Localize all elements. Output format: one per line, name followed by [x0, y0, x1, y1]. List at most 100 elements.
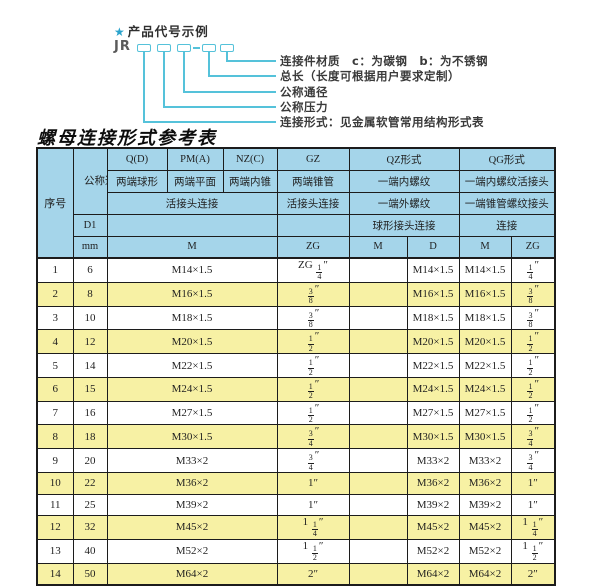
- table-cell: M64×2: [406, 562, 460, 586]
- table-cell: M52×2: [106, 538, 278, 564]
- header-unit-m: M: [106, 235, 278, 259]
- page: ★ 产品代号示例 JR 连接件材质 c：为碳钢 b：为不锈钢 总长（长度可根据用户…: [36, 21, 556, 586]
- table-cell: M64×2: [458, 562, 512, 586]
- table-cell: [348, 257, 408, 283]
- table-cell: M64×2: [106, 562, 278, 586]
- connector-line: [183, 91, 276, 93]
- header-col-gz: GZ: [276, 147, 350, 171]
- table-cell: ZG 1 4 ″: [276, 257, 350, 283]
- table-row: 8 18 M30×1.5 3 4 ″ M30×1.5 M30×1.5 3 4 ″: [36, 424, 556, 450]
- table-cell: M27×1.5: [106, 400, 278, 426]
- table-cell: M36×2: [458, 472, 512, 495]
- table-row: 1 6 M14×1.5 ZG 1 4 ″ M14×1.5 M14×1.5 1 4 ″: [36, 257, 556, 283]
- product-code-prefix: JR: [114, 39, 131, 54]
- connector-line: [183, 52, 185, 92]
- header-col-pm: PM(A): [166, 147, 224, 171]
- table-cell: 1″: [510, 493, 556, 517]
- table-row: 10 22 M36×2 1″ M36×2 M36×2 1″: [36, 472, 556, 495]
- table-cell: 9: [36, 448, 74, 474]
- table-cell: 1 4 ″: [510, 257, 556, 283]
- table-body: 1 6 M14×1.5 ZG 1 4 ″ M14×1.5 M14×1.5 1 4 ″ 2 8 M16×1.…: [36, 257, 556, 586]
- table-cell: 14: [72, 353, 108, 378]
- header-seq: 序号: [36, 147, 74, 259]
- table-cell: 3 4 ″: [276, 448, 350, 474]
- star-icon: ★: [114, 25, 126, 39]
- diagram-label-nominal-pressure: 公称压力: [280, 100, 328, 114]
- table-cell: 6: [36, 376, 74, 402]
- table-cell: M24×1.5: [406, 376, 460, 402]
- header-union-gz: 活接头连接: [276, 191, 350, 215]
- table-cell: [348, 538, 408, 564]
- diagram-title-text: 产品代号示例: [127, 24, 209, 39]
- table-cell: M24×1.5: [106, 376, 278, 402]
- table-row: 5 14 M22×1.5 1 2 ″ M22×1.5 M22×1.5 1 2 ″: [36, 353, 556, 378]
- code-box-3: [177, 44, 191, 52]
- header-d1: D1: [72, 213, 108, 237]
- table-cell: [348, 305, 408, 331]
- table-cell: M18×1.5: [458, 305, 512, 331]
- table-cell: 3: [36, 305, 74, 331]
- table-cell: 22: [72, 472, 108, 495]
- table-cell: M22×1.5: [406, 353, 460, 378]
- table-cell: M52×2: [458, 538, 512, 564]
- table-cell: 3 8 ″: [510, 305, 556, 331]
- table-cell: 12: [36, 515, 74, 540]
- table-cell: 1 1 4 ″: [510, 515, 556, 540]
- table-cell: 1 1 2 ″: [510, 538, 556, 564]
- header-qz-desc1: 一端内螺纹: [348, 169, 460, 193]
- table-cell: 40: [72, 538, 108, 564]
- table-cell: 20: [72, 448, 108, 474]
- table-cell: M16×1.5: [406, 281, 460, 307]
- connector-line: [143, 52, 145, 122]
- table-cell: M16×1.5: [106, 281, 278, 307]
- code-dash: [193, 47, 200, 49]
- table-cell: 11: [36, 493, 74, 517]
- table-cell: M33×2: [106, 448, 278, 474]
- table-cell: M45×2: [406, 515, 460, 540]
- table-cell: 3 8 ″: [510, 281, 556, 307]
- table-cell: 13: [36, 538, 74, 564]
- table-cell: 1: [36, 257, 74, 283]
- diagram-title: ★ 产品代号示例: [114, 21, 209, 40]
- table-cell: 7: [36, 400, 74, 426]
- table-row: 9 20 M33×2 3 4 ″ M33×2 M33×2 3 4 ″: [36, 448, 556, 474]
- table-cell: 10: [36, 472, 74, 495]
- diagram-label-connection-form: 连接形式：见金属软管常用结构形式表: [280, 115, 484, 129]
- connector-line: [143, 121, 276, 123]
- table-cell: [348, 515, 408, 540]
- table-cell: M27×1.5: [458, 400, 512, 426]
- table-cell: M20×1.5: [458, 329, 512, 355]
- header-blank-left: [106, 213, 278, 237]
- table-cell: 1 2 ″: [276, 400, 350, 426]
- table-cell: 1 2 ″: [510, 329, 556, 355]
- connector-line: [226, 60, 276, 62]
- table-cell: M14×1.5: [458, 257, 512, 283]
- code-box-2: [157, 44, 171, 52]
- table-cell: 3 4 ″: [510, 448, 556, 474]
- table-cell: 16: [72, 400, 108, 426]
- header-q-desc: 两端球形: [106, 169, 168, 193]
- table-cell: 12: [72, 329, 108, 355]
- table-cell: 1″: [276, 493, 350, 517]
- table-cell: M30×1.5: [458, 424, 512, 450]
- header-qg-desc1: 一端内螺纹活接头: [458, 169, 556, 193]
- header-qz-desc2: 一端外螺纹: [348, 191, 460, 215]
- header-gz-desc: 两端锥管: [276, 169, 350, 193]
- code-box-4: [202, 44, 216, 52]
- header-union-left: 活接头连接: [106, 191, 278, 215]
- table-cell: 50: [72, 562, 108, 586]
- header-blank-gz: [276, 213, 350, 237]
- header-col-nz: NZ(C): [222, 147, 278, 171]
- table-cell: 1″: [510, 472, 556, 495]
- table-cell: [348, 329, 408, 355]
- table-row: 3 10 M18×1.5 3 8 ″ M18×1.5 M18×1.5 3 8 ″: [36, 305, 556, 331]
- table-cell: 2″: [276, 562, 350, 586]
- header-nominal-diameter: 公称通径: [72, 147, 108, 215]
- table-cell: M20×1.5: [106, 329, 278, 355]
- table-cell: 1 1 4 ″: [276, 515, 350, 540]
- diagram-label-total-length: 总长（长度可根据用户要求定制）: [280, 69, 460, 83]
- table-cell: M39×2: [106, 493, 278, 517]
- table-cell: 2″: [510, 562, 556, 586]
- connector-line: [163, 106, 276, 108]
- table-row: 13 40 M52×2 1 1 2 ″ M52×2 M52×2 1 1 2 ″: [36, 538, 556, 564]
